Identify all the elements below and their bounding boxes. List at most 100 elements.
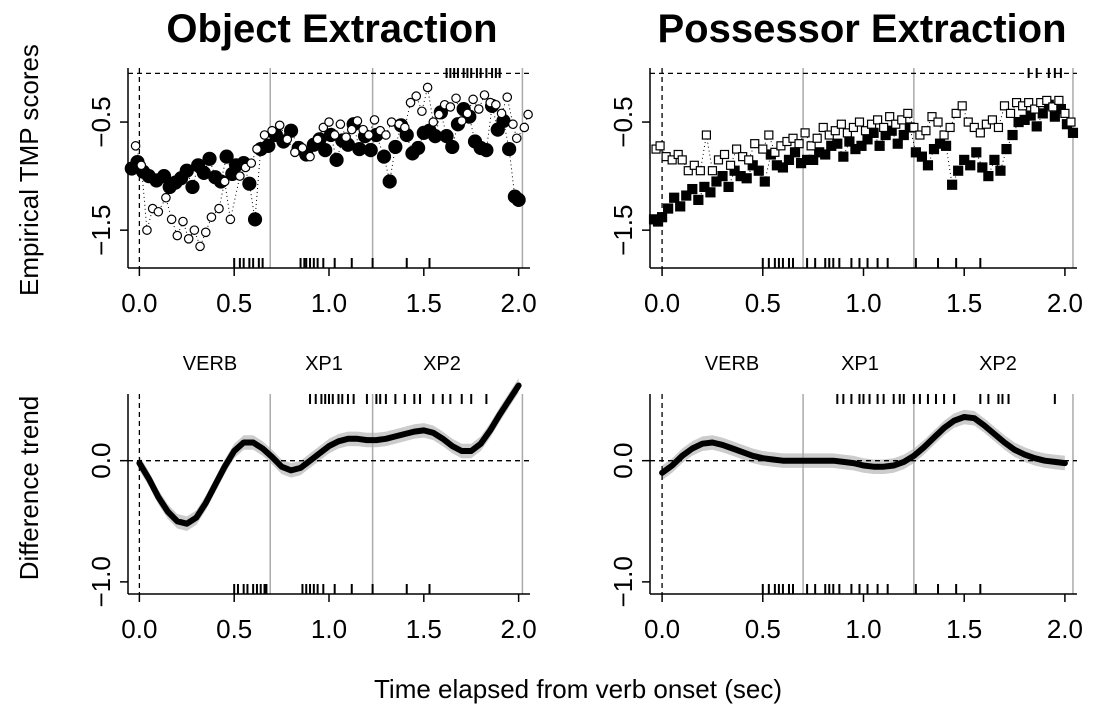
x-tick-label: 1.0 bbox=[311, 288, 347, 318]
x-tick-label: 2.0 bbox=[501, 614, 537, 644]
data-point-open bbox=[999, 101, 1010, 111]
data-point-open bbox=[166, 214, 177, 225]
data-point-open bbox=[1024, 97, 1034, 108]
data-point-open bbox=[725, 160, 736, 170]
data-point-filled bbox=[832, 138, 843, 149]
data-point-open bbox=[1066, 117, 1076, 127]
data-point-open bbox=[341, 132, 351, 142]
x-tick-label: 0.0 bbox=[644, 288, 680, 318]
data-point-open bbox=[903, 108, 913, 119]
data-point-filled bbox=[928, 143, 940, 155]
data-point-open bbox=[335, 119, 346, 130]
data-point-open bbox=[744, 155, 754, 165]
title-possessor-extraction: Possessor Extraction bbox=[657, 7, 1066, 51]
data-point-open bbox=[683, 166, 693, 176]
x-tick-label: 0.5 bbox=[216, 288, 252, 318]
data-point-filled bbox=[675, 201, 686, 212]
data-point-open bbox=[770, 147, 780, 157]
region-labels-right: VERB XP1 XP2 bbox=[705, 353, 1017, 375]
data-point-filled bbox=[916, 151, 928, 162]
data-point-filled bbox=[1037, 108, 1048, 119]
data-point-filled bbox=[711, 176, 722, 187]
data-point-open bbox=[381, 130, 391, 140]
region-label-verb: VERB bbox=[183, 353, 237, 375]
data-point-open bbox=[246, 158, 257, 168]
data-point-open bbox=[183, 234, 194, 244]
panel-object-scatter: 0.0 0.5 1.0 1.5 2.0 −1.5 −0.5 bbox=[86, 68, 537, 318]
data-point-filled bbox=[363, 143, 378, 158]
region-label-verb: VERB bbox=[705, 353, 759, 375]
data-point-open bbox=[957, 101, 967, 111]
data-point-filled bbox=[868, 127, 879, 138]
y-axis-label-top: Empirical TMP scores bbox=[14, 44, 44, 296]
data-point-open bbox=[474, 104, 484, 114]
data-point-filled bbox=[705, 187, 716, 198]
data-point-open bbox=[282, 134, 293, 145]
data-point-open bbox=[511, 133, 522, 144]
x-tick-label: 1.0 bbox=[311, 614, 347, 644]
data-point-open bbox=[806, 141, 816, 151]
data-point-open bbox=[1054, 95, 1064, 106]
data-point-filled bbox=[687, 183, 698, 195]
x-tick-label: 0.0 bbox=[121, 288, 157, 318]
data-point-open bbox=[689, 160, 699, 170]
data-point-filled bbox=[219, 149, 234, 164]
data-point-open bbox=[479, 90, 490, 100]
y-tick-label: −0.5 bbox=[608, 96, 638, 147]
y-tick-label: −0.5 bbox=[86, 96, 116, 147]
region-label-xp1: XP1 bbox=[841, 353, 879, 375]
data-point-filled bbox=[947, 179, 958, 190]
data-point-open bbox=[701, 130, 711, 140]
data-point-filled bbox=[971, 147, 982, 158]
data-point-filled bbox=[783, 154, 795, 165]
data-point-filled bbox=[759, 176, 770, 187]
data-point-open bbox=[178, 216, 188, 227]
data-point-open bbox=[214, 203, 224, 214]
data-point-open bbox=[655, 141, 665, 151]
data-point-open bbox=[854, 117, 865, 127]
data-point-filled bbox=[242, 176, 257, 191]
data-point-open bbox=[667, 155, 677, 165]
data-point-open bbox=[267, 125, 277, 136]
data-point-filled bbox=[1031, 121, 1042, 132]
data-point-filled bbox=[892, 138, 903, 149]
data-point-open bbox=[369, 115, 380, 125]
y-axis-label-bottom: Difference trend bbox=[14, 396, 44, 581]
data-point-open bbox=[206, 212, 217, 222]
data-point-filled bbox=[953, 165, 964, 176]
data-point-open bbox=[836, 119, 846, 129]
data-point-filled bbox=[856, 140, 867, 151]
x-tick-label: 0.0 bbox=[644, 614, 680, 644]
data-point-open bbox=[758, 144, 768, 154]
data-point-open bbox=[677, 155, 687, 165]
data-point-filled bbox=[669, 192, 680, 203]
y-tick-label: −1.0 bbox=[86, 556, 116, 607]
data-point-filled bbox=[995, 165, 1006, 176]
x-axis-label: Time elapsed from verb onset (sec) bbox=[374, 674, 782, 704]
title-object-extraction: Object Extraction bbox=[166, 7, 497, 51]
data-point-open bbox=[764, 130, 774, 140]
x-tick-label: 1.0 bbox=[845, 288, 881, 318]
data-point-open bbox=[305, 151, 315, 162]
data-point-open bbox=[1048, 102, 1058, 112]
data-point-open bbox=[195, 241, 205, 252]
data-point-open bbox=[872, 115, 883, 125]
data-point-open bbox=[794, 139, 804, 149]
data-point-open bbox=[172, 230, 183, 241]
panel-possessor-difference: 0.0 0.5 1.0 1.5 2.0−1.00.0 bbox=[608, 394, 1083, 644]
y-tick-label: 0.0 bbox=[86, 443, 116, 479]
data-point-open bbox=[189, 225, 200, 235]
data-point-open bbox=[927, 112, 937, 122]
data-point-open bbox=[130, 141, 141, 151]
x-tick-label: 1.5 bbox=[946, 614, 982, 644]
data-point-filled bbox=[1007, 129, 1018, 141]
data-point-open bbox=[1060, 108, 1070, 119]
data-point-open bbox=[933, 117, 943, 127]
data-point-open bbox=[136, 160, 147, 171]
y-tick-label: −1.0 bbox=[608, 556, 638, 607]
data-point-filled bbox=[247, 212, 263, 227]
data-point-open bbox=[400, 122, 410, 133]
data-point-filled bbox=[261, 138, 276, 153]
panel-object-difference: 0.0 0.5 1.0 1.5 2.0−1.00.0 bbox=[86, 378, 537, 644]
data-point-filled bbox=[1067, 127, 1079, 138]
